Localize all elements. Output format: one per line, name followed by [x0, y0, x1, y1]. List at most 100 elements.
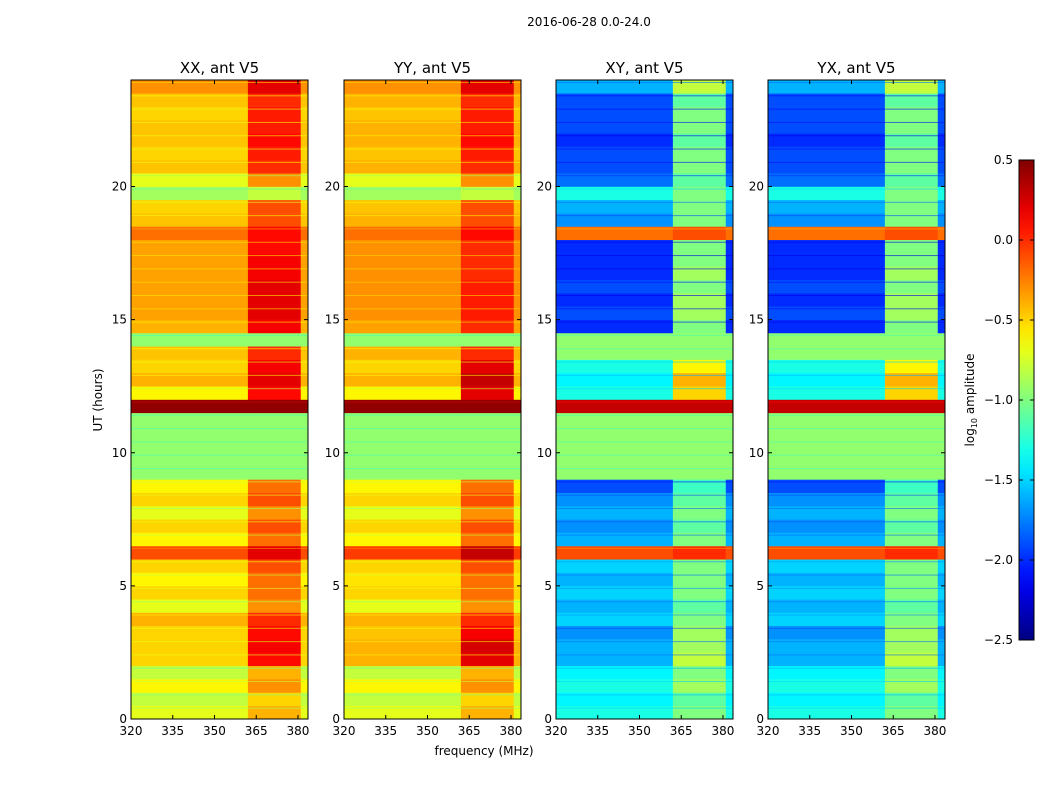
heatmap-stripe [556, 228, 733, 230]
heatmap-cell [672, 466, 727, 480]
heatmap-stripe [768, 494, 945, 496]
heatmap-stripe [556, 481, 733, 483]
x-tick-label: 350 [628, 724, 651, 738]
heatmap-stripe [344, 401, 521, 403]
heatmap-cell [937, 572, 946, 587]
heatmap-cell [556, 599, 674, 613]
heatmap-cell [300, 80, 309, 94]
heatmap-cell [725, 559, 734, 573]
heatmap-cell [460, 106, 515, 121]
heatmap-stripe [768, 401, 945, 403]
heatmap-cell [513, 293, 522, 307]
heatmap-cell [884, 692, 939, 706]
heatmap-cell [247, 479, 302, 493]
heatmap-cell [937, 705, 946, 720]
heatmap-cell [300, 625, 309, 640]
heatmap-cell [672, 439, 727, 454]
heatmap-stripe [131, 494, 308, 496]
heatmap-stripe [768, 255, 945, 257]
heatmap-cell [884, 266, 939, 280]
y-tick-label: 20 [325, 180, 340, 194]
heatmap-cell [725, 372, 734, 387]
heatmap-stripe [131, 388, 308, 390]
heatmap-cell [937, 399, 946, 414]
heatmap-stripe [131, 121, 308, 123]
heatmap-cell [247, 665, 302, 680]
heatmap-cell [884, 226, 939, 241]
heatmap-cell [556, 372, 674, 387]
heatmap-cell [247, 466, 302, 480]
heatmap-cell [556, 452, 674, 467]
heatmap-cell [768, 439, 886, 454]
heatmap-stripe [344, 188, 521, 190]
heatmap-cell [300, 93, 309, 107]
heatmap-cell [937, 679, 946, 693]
heatmap-cell [247, 80, 302, 94]
heatmap-cell [131, 293, 249, 307]
x-tick-label: 380 [924, 724, 947, 738]
heatmap-cell [247, 253, 302, 267]
heatmap-cell [247, 133, 302, 147]
heatmap-cell [460, 186, 515, 201]
heatmap-cell [768, 319, 886, 334]
y-tick-label: 5 [544, 579, 552, 593]
heatmap-cell [300, 399, 309, 414]
heatmap-cell [513, 652, 522, 667]
heatmap-cell [513, 612, 522, 627]
heatmap-cell [768, 266, 886, 280]
y-tick-label: 0 [756, 712, 764, 726]
heatmap-cell [300, 346, 309, 360]
heatmap-cell [884, 519, 939, 533]
heatmap-cell [556, 133, 674, 147]
heatmap-stripe [131, 547, 308, 549]
heatmap-stripe [556, 255, 733, 257]
y-tick-label: 10 [537, 446, 552, 460]
heatmap-stripe [556, 454, 733, 456]
colorbar-tick-label: −0.5 [984, 313, 1013, 327]
heatmap-cell [725, 186, 734, 201]
heatmap-stripe [556, 188, 733, 190]
y-axis-label: UT (hours) [91, 368, 105, 431]
heatmap-stripe [131, 108, 308, 110]
heatmap-cell [884, 492, 939, 507]
heatmap-cell [131, 426, 249, 440]
heatmap-cell [768, 306, 886, 320]
heatmap-cell [344, 253, 462, 267]
heatmap-cell [460, 652, 515, 667]
heatmap-stripe [556, 508, 733, 509]
heatmap-cell [131, 585, 249, 600]
heatmap-cell [768, 80, 886, 94]
heatmap-stripe [768, 547, 945, 549]
heatmap-stripe [344, 428, 521, 430]
heatmap-cell [768, 625, 886, 640]
heatmap-stripe [768, 374, 945, 376]
heatmap-cell [937, 266, 946, 280]
heatmap-cell [725, 106, 734, 121]
heatmap-cell [768, 545, 886, 560]
heatmap-cell [672, 399, 727, 414]
heatmap-stripe [344, 82, 521, 83]
heatmap-stripe [556, 121, 733, 123]
heatmap-cell [672, 386, 727, 400]
heatmap-cell [884, 106, 939, 121]
heatmap-cell [725, 133, 734, 147]
heatmap-cell [884, 293, 939, 307]
heatmap-stripe [131, 255, 308, 257]
heatmap-stripe [768, 441, 945, 443]
heatmap-cell [460, 199, 515, 214]
heatmap-cell [460, 359, 515, 374]
heatmap-stripe [344, 534, 521, 536]
heatmap-cell [460, 253, 515, 267]
x-tick-label: 320 [333, 724, 356, 738]
heatmap-cell [344, 266, 462, 280]
heatmap-stripe [556, 201, 733, 203]
heatmap-cell [937, 106, 946, 121]
heatmap-cell [300, 479, 309, 493]
heatmap-cell [300, 146, 309, 161]
heatmap-stripe [556, 148, 733, 150]
heatmap-cell [556, 319, 674, 334]
heatmap-cell [725, 159, 734, 174]
heatmap-stripe [556, 268, 733, 270]
heatmap-stripe [344, 561, 521, 563]
heatmap-cell [672, 532, 727, 547]
